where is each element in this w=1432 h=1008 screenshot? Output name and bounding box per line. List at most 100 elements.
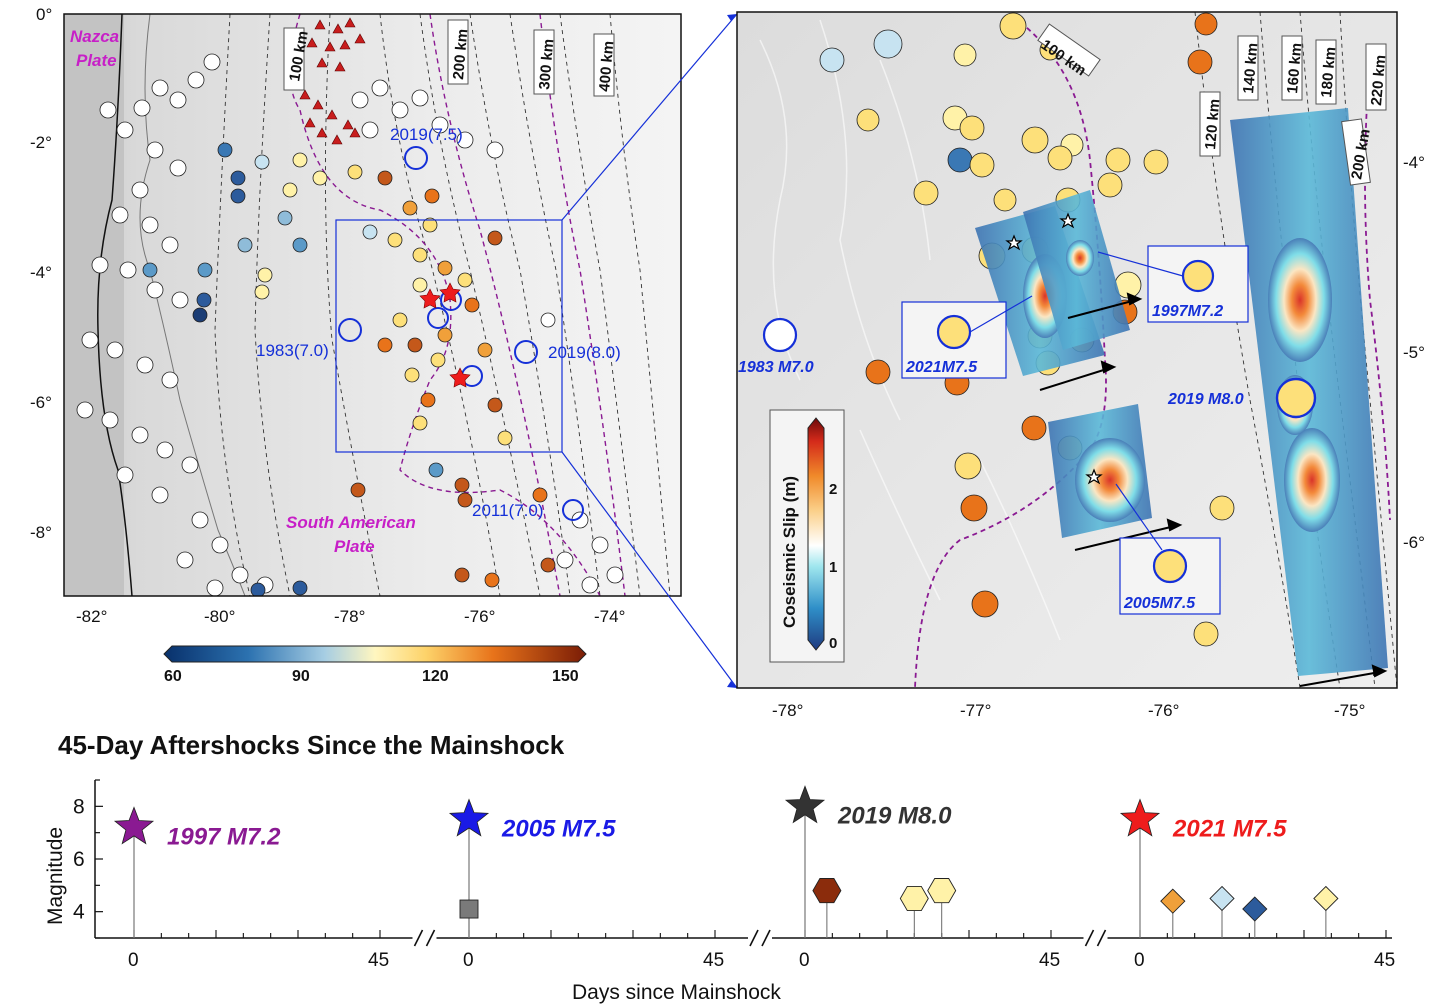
trench-line bbox=[97, 14, 133, 596]
axis-break-mark bbox=[425, 929, 436, 947]
timeline-marks: 1997 M7.2 2005 M7.5 2019 M8.0 2021 M7.5 bbox=[113, 785, 1339, 938]
right-event-1997: 1997M7.2 bbox=[1152, 303, 1223, 320]
right-map-panel: Coseismic Slip (m) 0 1 2 100 km 120 km 1… bbox=[736, 11, 1425, 720]
lon-tick-74: -74° bbox=[594, 607, 625, 626]
zoom-connector-top bbox=[561, 13, 738, 221]
zoom-box bbox=[335, 219, 563, 453]
mainshock-stars-left bbox=[419, 282, 471, 388]
timeline-x-tick-label: 45 bbox=[1039, 950, 1060, 971]
timeline-x-tick-label: 0 bbox=[463, 950, 474, 971]
timeline-xlabel: Days since Mainshock bbox=[572, 981, 781, 1004]
axis-break-mark bbox=[1084, 929, 1095, 947]
lon-tick-82: -82° bbox=[76, 607, 107, 626]
left-map-panel: Nazca Plate South American Plate 100 km … bbox=[30, 5, 682, 685]
mainshock-label: 2005 M7.5 bbox=[501, 816, 616, 843]
mainshock-label: 2021 M7.5 bbox=[1172, 816, 1287, 843]
slip-model-1997 bbox=[1023, 190, 1130, 350]
right-lon-tick-78: -78° bbox=[772, 701, 803, 720]
focal-mechanisms-shallow bbox=[76, 53, 624, 596]
slip-tick-1: 1 bbox=[829, 559, 837, 576]
slip-tick-0: 0 bbox=[829, 635, 837, 652]
mainshock-star bbox=[784, 785, 826, 824]
aftershock-diamond bbox=[1209, 885, 1235, 912]
contour-label-400: 400 km bbox=[596, 40, 617, 92]
lon-tick-78: -78° bbox=[334, 607, 365, 626]
axis-break-gap bbox=[1083, 930, 1108, 946]
event-label-1983: 1983(7.0) bbox=[256, 341, 329, 360]
axis-break-mark bbox=[761, 929, 771, 947]
contour-label-300: 300 km bbox=[536, 38, 557, 90]
colorbar-tick-60: 60 bbox=[164, 668, 182, 685]
right-lon-ticks: -78° -77° -76° -75° bbox=[772, 701, 1365, 720]
lon-tick-76: -76° bbox=[464, 607, 495, 626]
right-event-1983: 1983 M7.0 bbox=[738, 359, 814, 376]
timeline-x-tick-label: 0 bbox=[799, 950, 810, 971]
mainshock-label: 1997 M7.2 bbox=[167, 823, 281, 850]
right-event-2005: 2005M7.5 bbox=[1123, 595, 1196, 612]
mainshock-star bbox=[1119, 798, 1161, 837]
colorbar-tick-150: 150 bbox=[552, 668, 579, 685]
slip-tick-2: 2 bbox=[829, 481, 837, 498]
left-lon-ticks: -82° -80° -78° -76° -74° bbox=[76, 607, 625, 626]
nazca-label-2: Plate bbox=[76, 51, 117, 70]
aftershock-diamond bbox=[1242, 896, 1268, 922]
right-lat-ticks: -4° -5° -6° bbox=[1403, 153, 1425, 552]
event-box-2021 bbox=[901, 295, 1033, 379]
timeline-x-tick-label: 45 bbox=[368, 950, 389, 971]
zoom-connector-bottom bbox=[561, 451, 738, 689]
right-lon-tick-75: -75° bbox=[1334, 701, 1365, 720]
right-lat-tick-5: -5° bbox=[1403, 343, 1425, 362]
right-lat-tick-6: -6° bbox=[1403, 533, 1425, 552]
event-label-2019-8-0: 2019(8.0) bbox=[548, 343, 621, 362]
timeline-title: 45-Day Aftershocks Since the Mainshock bbox=[58, 730, 565, 760]
event-box-1997 bbox=[1097, 245, 1249, 323]
right-lon-tick-77: -77° bbox=[960, 701, 991, 720]
colorbar-tick-90: 90 bbox=[292, 668, 310, 685]
slip-colorbar-title: Coseismic Slip (m) bbox=[780, 476, 799, 628]
right-contour-labels: 100 km 120 km 140 km 160 km 180 km 200 k… bbox=[1037, 23, 1389, 186]
axis-break-mark bbox=[749, 929, 759, 947]
slab-contours bbox=[214, 14, 671, 596]
connector-arrow-top bbox=[727, 14, 737, 21]
aftershock-square bbox=[459, 899, 479, 919]
right-slab-contours-highlight bbox=[914, 21, 1391, 688]
historic-event-circles bbox=[338, 146, 584, 521]
aftershock-diamond bbox=[1313, 885, 1339, 912]
timeline-panel: 45-Day Aftershocks Since the Mainshock M… bbox=[44, 730, 1395, 1004]
timeline-y-tick-label: 8 bbox=[73, 795, 85, 818]
axis-break-gap bbox=[748, 930, 772, 946]
right-contour-220: 220 km bbox=[1368, 54, 1389, 106]
focal-mechanisms-colored bbox=[142, 142, 556, 596]
timeline-x-tick-label: 45 bbox=[1374, 950, 1395, 971]
left-map-background bbox=[64, 14, 681, 596]
event-circle-2019 bbox=[1275, 377, 1317, 419]
aftershock-hexagon bbox=[812, 878, 842, 904]
mainshock-label: 2019 M8.0 bbox=[837, 802, 952, 829]
lat-tick-0: 0° bbox=[36, 5, 52, 24]
left-contour-labels: 100 km 200 km 300 km 400 km bbox=[283, 19, 617, 97]
timeline-x-tick-label: 0 bbox=[1134, 950, 1145, 971]
right-lon-tick-76: -76° bbox=[1148, 701, 1179, 720]
nazca-label-1: Nazca bbox=[70, 27, 119, 46]
slip-colorbar: Coseismic Slip (m) 0 1 2 bbox=[769, 409, 845, 663]
axis-break-gap bbox=[412, 930, 437, 946]
right-contour-160: 160 km bbox=[1284, 42, 1305, 94]
lat-tick-6: -6° bbox=[30, 393, 52, 412]
right-event-2021: 2021M7.5 bbox=[905, 359, 978, 376]
lat-tick-2: -2° bbox=[30, 133, 52, 152]
depth-colorbar: 60 90 120 150 bbox=[163, 645, 587, 685]
axis-break-mark bbox=[413, 929, 424, 947]
left-map-frame bbox=[63, 13, 682, 597]
contour-label-200: 200 km bbox=[450, 28, 471, 80]
timeline-x-tick-label: 0 bbox=[128, 950, 139, 971]
timeline-x-tick-label: 45 bbox=[703, 950, 724, 971]
timeline-ylabel: Magnitude bbox=[44, 827, 67, 925]
axis-break-mark bbox=[1096, 929, 1107, 947]
colorbar-tick-120: 120 bbox=[422, 668, 449, 685]
aftershock-diamond bbox=[1160, 888, 1186, 914]
plate-motion-arrows bbox=[1039, 292, 1388, 687]
right-map-frame bbox=[736, 11, 1398, 689]
event-circle-1983 bbox=[762, 317, 798, 353]
event-box-2005 bbox=[1115, 483, 1221, 615]
